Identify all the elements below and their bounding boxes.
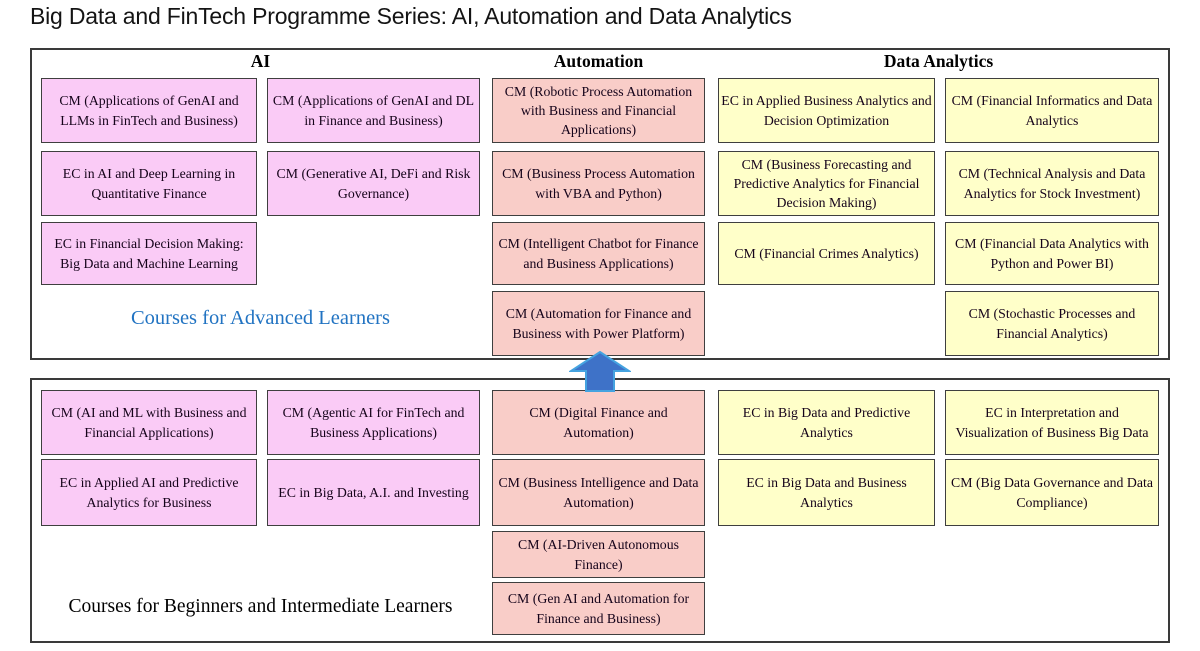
course-box-beg-ai-applied-predictive: EC in Applied AI and Predictive Analytic… (41, 459, 257, 526)
course-box-adv-da-decision-optimization: EC in Applied Business Analytics and Dec… (718, 78, 935, 143)
course-box-adv-da-financial-informatics: CM (Financial Informatics and Data Analy… (945, 78, 1159, 143)
course-box-beg-da-visualization: EC in Interpretation and Visualization o… (945, 390, 1159, 455)
column-header-automation: Automation (553, 51, 644, 71)
course-box-beg-ai-ml-business: CM (AI and ML with Business and Financia… (41, 390, 257, 455)
course-box-adv-auto-chatbot: CM (Intelligent Chatbot for Finance and … (492, 222, 705, 285)
course-box-beg-da-business-analytics: EC in Big Data and Business Analytics (718, 459, 935, 526)
advanced-learners-label: Courses for Advanced Learners (130, 307, 390, 329)
course-box-beg-auto-digital-finance: CM (Digital Finance and Automation) (492, 390, 705, 455)
course-box-adv-ai-deep-learning: EC in AI and Deep Learning in Quantitati… (41, 151, 257, 216)
course-box-adv-da-financial-crimes: CM (Financial Crimes Analytics) (718, 222, 935, 285)
course-box-adv-auto-power-platform: CM (Automation for Finance and Business … (492, 291, 705, 356)
course-box-adv-ai-financial-decision: EC in Financial Decision Making: Big Dat… (41, 222, 257, 285)
course-box-adv-ai-generative-defi: CM (Generative AI, DeFi and Risk Governa… (267, 151, 480, 216)
course-box-beg-auto-business-intelligence: CM (Business Intelligence and Data Autom… (492, 459, 705, 526)
course-box-adv-da-python-powerbi: CM (Financial Data Analytics with Python… (945, 222, 1159, 285)
course-box-beg-auto-autonomous-finance: CM (AI-Driven Autonomous Finance) (492, 531, 705, 578)
course-box-beg-da-predictive-analytics: EC in Big Data and Predictive Analytics (718, 390, 935, 455)
course-box-adv-da-technical-analysis: CM (Technical Analysis and Data Analytic… (945, 151, 1159, 216)
beginner-section: CM (AI and ML with Business and Financia… (30, 378, 1170, 643)
column-header-ai: AI (250, 51, 271, 71)
column-header-data-analytics: Data Analytics (883, 51, 994, 71)
course-box-adv-ai-genai-dl: CM (Applications of GenAI and DL in Fina… (267, 78, 480, 143)
beginner-learners-label: Courses for Beginners and Intermediate L… (68, 596, 453, 617)
course-box-adv-da-stochastic: CM (Stochastic Processes and Financial A… (945, 291, 1159, 356)
course-box-adv-ai-genai-llms: CM (Applications of GenAI and LLMs in Fi… (41, 78, 257, 143)
page-title: Big Data and FinTech Programme Series: A… (30, 3, 792, 29)
advanced-section: AI Automation Data Analytics CM (Applica… (30, 48, 1170, 360)
course-box-beg-auto-genai-automation: CM (Gen AI and Automation for Finance an… (492, 582, 705, 635)
course-box-adv-da-business-forecasting: CM (Business Forecasting and Predictive … (718, 151, 935, 216)
course-box-beg-ai-agentic: CM (Agentic AI for FinTech and Business … (267, 390, 480, 455)
course-box-beg-da-governance-compliance: CM (Big Data Governance and Data Complia… (945, 459, 1159, 526)
course-box-adv-auto-rpa: CM (Robotic Process Automation with Busi… (492, 78, 705, 143)
course-box-adv-auto-vba-python: CM (Business Process Automation with VBA… (492, 151, 705, 216)
up-arrow-icon (569, 351, 631, 392)
up-arrow-shape (569, 351, 631, 392)
course-box-beg-ai-bigdata-investing: EC in Big Data, A.I. and Investing (267, 459, 480, 526)
